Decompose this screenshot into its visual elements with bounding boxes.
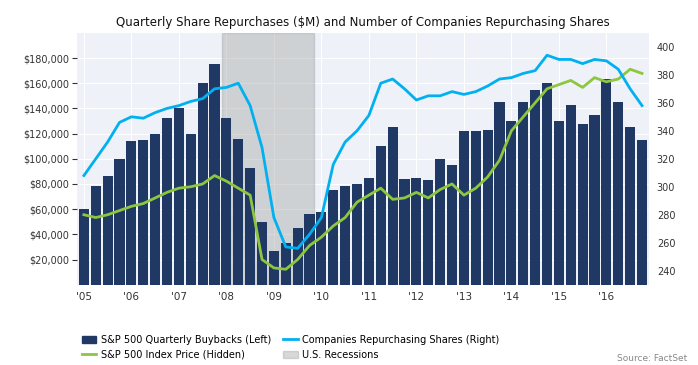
Bar: [590, 115, 600, 285]
Bar: [186, 134, 196, 285]
Bar: [506, 121, 517, 285]
Bar: [542, 83, 552, 285]
Bar: [482, 130, 493, 285]
Bar: [245, 168, 255, 285]
Bar: [364, 178, 374, 285]
Bar: [138, 140, 148, 285]
Bar: [518, 102, 528, 285]
Bar: [328, 190, 339, 285]
Bar: [126, 141, 136, 285]
Bar: [565, 105, 576, 285]
Bar: [150, 134, 161, 285]
Bar: [614, 102, 623, 285]
Bar: [459, 131, 469, 285]
Bar: [376, 146, 386, 285]
Bar: [447, 165, 457, 285]
Bar: [316, 212, 327, 285]
Bar: [637, 140, 647, 285]
Bar: [198, 83, 208, 285]
Bar: [625, 127, 635, 285]
Bar: [103, 176, 112, 285]
Legend: S&P 500 Quarterly Buybacks (Left), S&P 500 Index Price (Hidden), Companies Repur: S&P 500 Quarterly Buybacks (Left), S&P 5…: [82, 335, 500, 360]
Bar: [91, 187, 101, 285]
Bar: [578, 123, 588, 285]
Bar: [602, 80, 611, 285]
Bar: [222, 33, 314, 285]
Bar: [352, 184, 362, 285]
Bar: [209, 64, 220, 285]
Bar: [470, 131, 481, 285]
Bar: [411, 178, 422, 285]
Bar: [79, 209, 89, 285]
Bar: [494, 102, 505, 285]
Bar: [221, 119, 232, 285]
Bar: [340, 187, 350, 285]
Bar: [281, 243, 291, 285]
Bar: [114, 159, 124, 285]
Bar: [269, 251, 279, 285]
Bar: [554, 121, 564, 285]
Bar: [423, 180, 433, 285]
Bar: [174, 108, 184, 285]
Bar: [304, 214, 315, 285]
Bar: [257, 222, 267, 285]
Text: Source: FactSet: Source: FactSet: [617, 354, 688, 363]
Bar: [292, 228, 303, 285]
Bar: [387, 127, 398, 285]
Bar: [233, 139, 244, 285]
Bar: [435, 159, 445, 285]
Bar: [399, 179, 410, 285]
Title: Quarterly Share Repurchases ($M) and Number of Companies Repurchasing Shares: Quarterly Share Repurchases ($M) and Num…: [116, 16, 610, 29]
Bar: [530, 89, 540, 285]
Bar: [162, 119, 172, 285]
